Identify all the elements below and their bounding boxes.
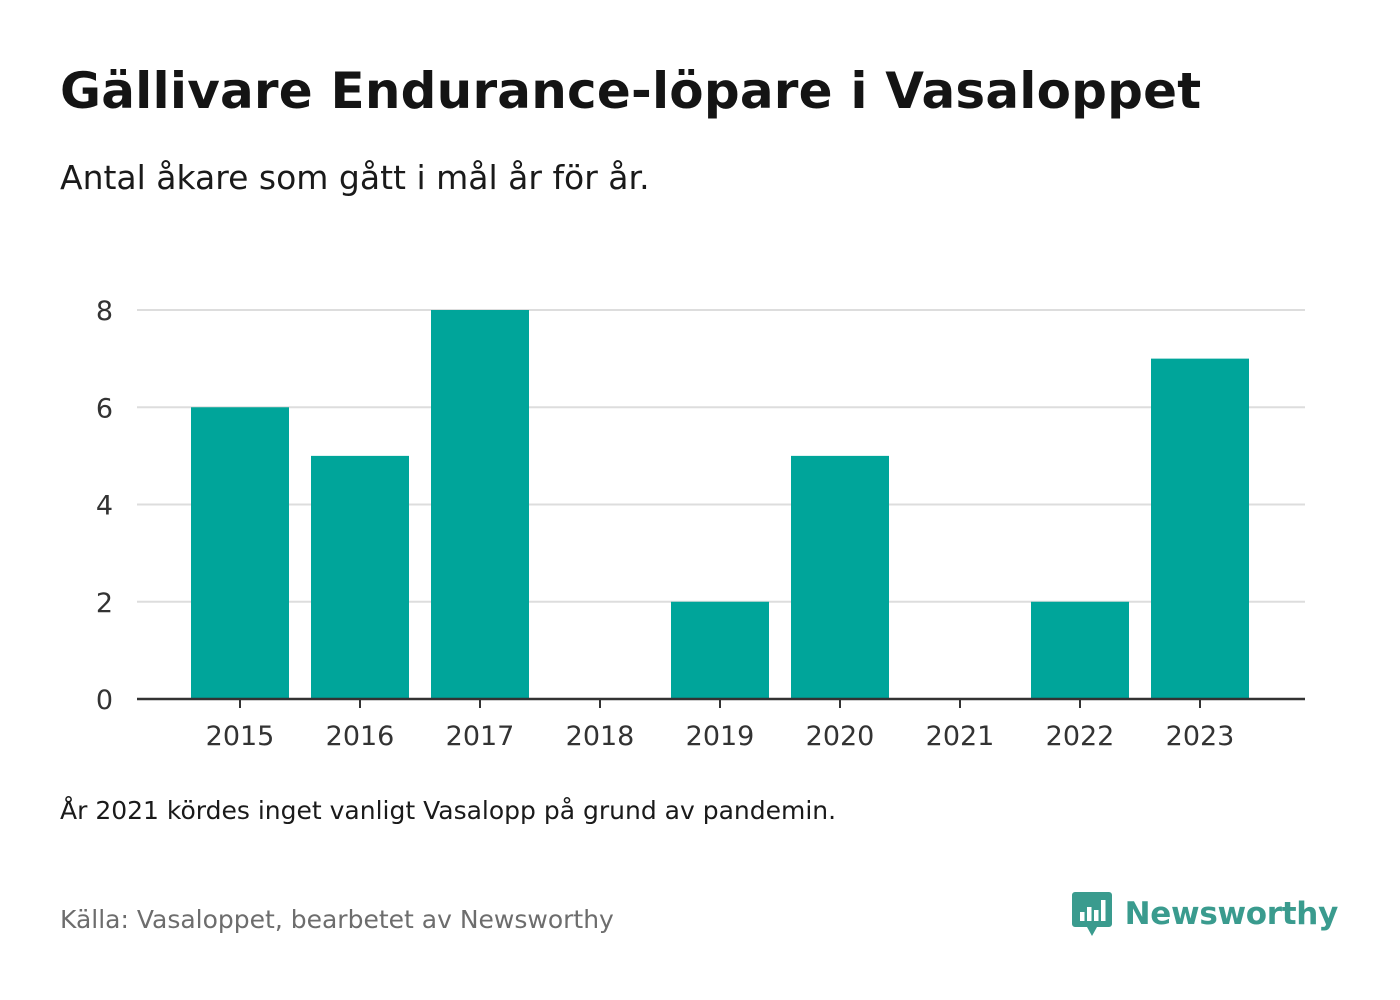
x-tick-label: 2019 — [686, 721, 755, 752]
bar-2017 — [431, 310, 529, 699]
y-axis-ticks: 0 2 4 6 8 — [96, 296, 113, 716]
x-tick-label: 2016 — [326, 721, 395, 752]
y-tick-label: 0 — [96, 685, 113, 716]
x-tick-label: 2023 — [1166, 721, 1235, 752]
brand-logo: Newsworthy — [1071, 890, 1338, 938]
x-tick-label: 2015 — [206, 721, 275, 752]
y-tick-label: 2 — [96, 588, 113, 619]
bar-2020 — [791, 455, 889, 699]
x-tick-label: 2020 — [806, 721, 875, 752]
newsworthy-logo-icon — [1071, 892, 1112, 936]
bar-2019 — [671, 601, 769, 699]
x-tick-label: 2017 — [446, 721, 515, 752]
bars — [191, 310, 1249, 699]
bar-2015 — [191, 407, 289, 699]
x-tick-label: 2022 — [1046, 721, 1115, 752]
bar-2016 — [311, 455, 409, 699]
y-tick-label: 4 — [96, 491, 113, 522]
chart-title: Gällivare Endurance-löpare i Vasaloppet — [60, 62, 1202, 120]
x-axis — [137, 697, 1305, 708]
source-credit: Källa: Vasaloppet, bearbetet av Newswort… — [60, 905, 614, 934]
y-tick-label: 6 — [96, 393, 113, 424]
x-tick-label: 2018 — [566, 721, 635, 752]
y-tick-label: 8 — [96, 296, 113, 327]
x-axis-ticks: 2015 2016 2017 2018 2019 2020 2021 2022 2023 — [206, 721, 1235, 752]
x-tick-label: 2021 — [926, 721, 995, 752]
bar-2023 — [1151, 358, 1249, 699]
brand-name: Newsworthy — [1124, 896, 1339, 932]
bar-2022 — [1031, 601, 1129, 699]
chart-footnote: År 2021 kördes inget vanligt Vasalopp på… — [60, 796, 837, 825]
chart-subtitle: Antal åkare som gått i mål år för år. — [60, 158, 650, 197]
